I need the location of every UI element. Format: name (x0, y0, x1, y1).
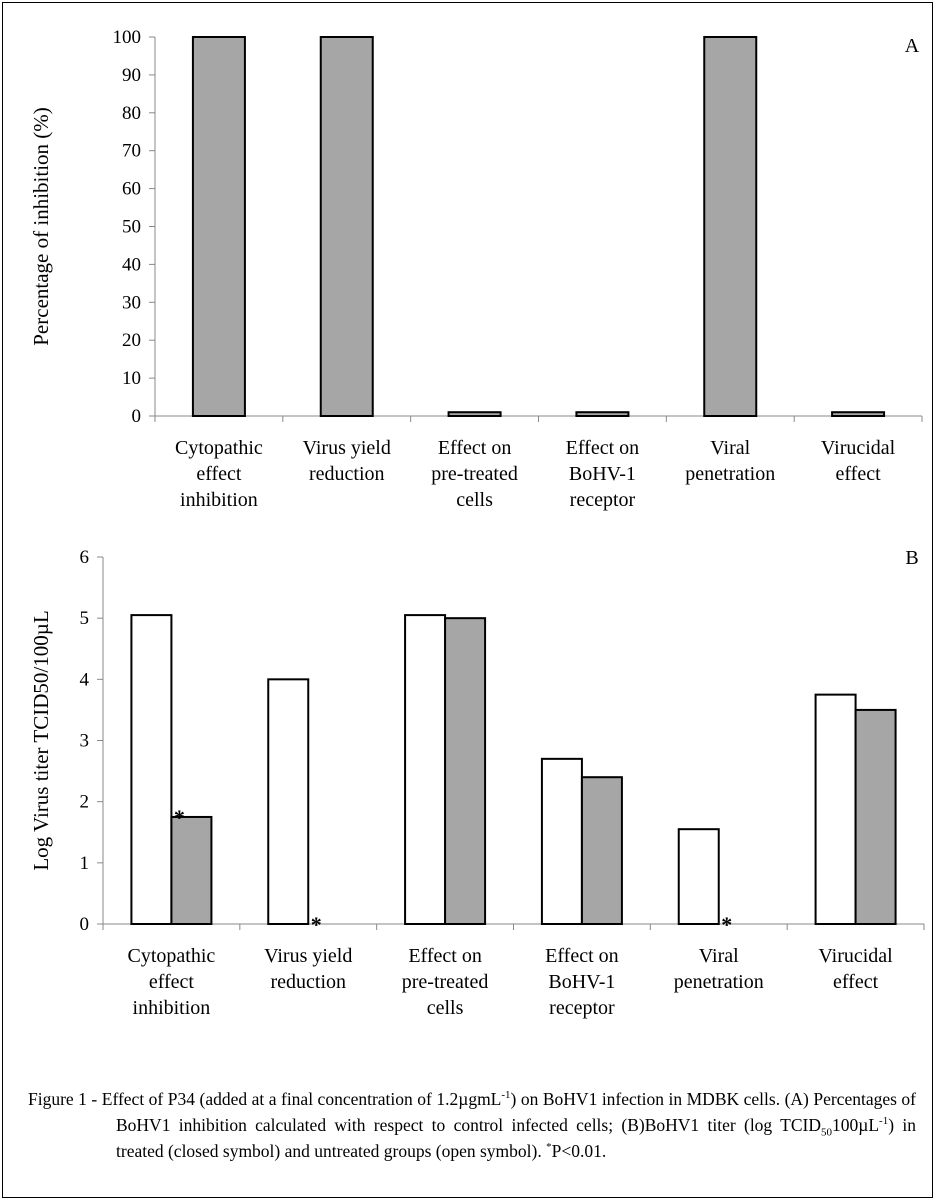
chart-b-category-label-line: Effect on (545, 945, 619, 967)
chart-a-y-tick-label: 70 (122, 141, 141, 162)
chart-a-bar (831, 411, 886, 417)
chart-a-bar (575, 411, 630, 417)
chart-a-category-label-line: Viral (710, 437, 750, 459)
chart-b-category-label-line: inhibition (133, 997, 211, 1019)
chart-b-category-label: Virus yield reduction (264, 945, 352, 993)
chart-a-category-label-line: penetration (685, 463, 775, 485)
chart-a-category-label-line: Effect on (438, 437, 512, 459)
chart-b-bar (444, 617, 487, 926)
chart-a-y-tick-label: 40 (122, 254, 141, 275)
chart-b-category-label: Viral penetration (674, 945, 764, 993)
chart-a: 0 10 20 30 40 50 60 70 80 90 100 Cytopathic effect in… (29, 27, 923, 511)
chart-a-category-label: Virucidal effect (821, 437, 896, 485)
chart-b-panel-letter: B (905, 547, 918, 569)
chart-b-category-label-line: effect (149, 971, 195, 993)
chart-b-bar (677, 828, 720, 926)
chart-a-bar (447, 411, 502, 417)
chart-a-category-label-line: BoHV-1 (569, 463, 636, 485)
chart-a-y-tick-label: 90 (122, 65, 141, 86)
chart-b-category-label-line: effect (833, 971, 879, 993)
chart-b-category-label-line: BoHV-1 (548, 971, 615, 993)
caption-mid-2: 100µL (832, 1115, 880, 1135)
chart-a-category-label-line: pre-treated (431, 463, 518, 485)
chart-a-bar (703, 36, 758, 417)
chart-b-category-label-line: cells (427, 997, 464, 1019)
chart-b-significance-marker: * (174, 805, 185, 830)
chart-a-bar (319, 36, 374, 417)
chart-b-bar (540, 757, 583, 925)
chart-a-category-label-line: effect (836, 463, 882, 485)
chart-b-category-label-line: reduction (270, 971, 346, 993)
chart-a-y-tick-label: 80 (122, 103, 141, 124)
chart-b-category-label: Cytopathic effect inhibition (128, 945, 216, 1019)
chart-a-category-label-line: effect (196, 463, 242, 485)
chart-b-bar (854, 708, 897, 925)
chart-a-y-tick-label: 100 (113, 27, 142, 48)
chart-b-y-tick-label: 4 (80, 669, 90, 690)
chart-b-bar (404, 614, 447, 925)
chart-b-significance-marker: * (721, 912, 732, 937)
chart-a-panel-letter: A (905, 35, 920, 57)
chart-b-category-label-line: Effect on (408, 945, 482, 967)
chart-a-category-label-line: Cytopathic (175, 437, 263, 459)
chart-a-category-label-line: inhibition (180, 489, 258, 511)
caption-mid-1: ) on BoHV1 infection in MDBK cells. (A) … (116, 1089, 916, 1135)
chart-b-y-tick-label: 2 (80, 792, 90, 813)
caption-sup-1: -1 (501, 1089, 511, 1102)
chart-b-category-label-line: Virucidal (818, 945, 893, 967)
chart-a-category-label-line: reduction (309, 463, 385, 485)
chart-b-significance-marker: * (311, 912, 322, 937)
chart-b-category-label-line: Virus yield (264, 945, 352, 967)
chart-b-category-label-line: Cytopathic (128, 945, 216, 967)
chart-a-y-tick-label: 50 (122, 217, 141, 238)
chart-a-category-label-line: receptor (570, 489, 636, 511)
caption-mid-3: ) in treated (closed symbol) and untreat… (116, 1115, 916, 1161)
caption-sup-3: * (546, 1141, 552, 1154)
chart-b-y-tick-label: 6 (80, 547, 90, 568)
chart-a-category-label-line: Virucidal (821, 437, 896, 459)
chart-b-category-label: Virucidal effect (818, 945, 893, 993)
chart-a-y-tick-label: 60 (122, 179, 141, 200)
chart-b: 0 1 2 3 4 5 6 * * * Cytopathic effect inhibition Viru… (29, 547, 925, 1019)
chart-b-bar (580, 776, 623, 925)
chart-b-y-tick-label: 3 (80, 731, 90, 752)
chart-a-category-label: Cytopathic effect inhibition (175, 437, 263, 511)
chart-b-category-label: Effect on BoHV-1 receptor (545, 945, 619, 1019)
chart-b-bar (130, 614, 173, 925)
chart-a-category-label: Effect on pre-treated cells (431, 437, 518, 511)
chart-a-y-tick-label: 10 (122, 368, 141, 389)
chart-b-category-label-line: pre-treated (402, 971, 489, 993)
caption-lead: Figure 1 - Effect of P34 (added at a fin… (28, 1089, 502, 1109)
chart-a-category-label-line: cells (456, 489, 493, 511)
chart-b-bar (170, 815, 213, 926)
chart-b-category-label-line: receptor (549, 997, 615, 1019)
chart-b-y-tick-label: 5 (80, 608, 90, 629)
chart-a-category-label-line: Virus yield (303, 437, 391, 459)
chart-b-y-tick-label: 1 (80, 853, 90, 874)
chart-b-category-label-line: Viral (699, 945, 739, 967)
chart-a-y-tick-label: 30 (122, 292, 141, 313)
chart-b-y-axis-label: Log Virus titer TCID50/100µL (29, 610, 53, 870)
chart-a-bar (191, 36, 246, 417)
chart-a-category-label: Effect on BoHV-1 receptor (566, 437, 640, 511)
chart-b-y-tick-label: 0 (80, 914, 90, 935)
chart-b-bar (814, 693, 857, 925)
chart-a-y-tick-label: 0 (132, 406, 142, 427)
figure-caption: Figure 1 - Effect of P34 (added at a fin… (28, 1086, 916, 1164)
caption-tail: P<0.01. (551, 1141, 607, 1161)
chart-b-bar (267, 678, 310, 925)
chart-b-category-label-line: penetration (674, 971, 764, 993)
chart-b-category-label: Effect on pre-treated cells (402, 945, 489, 1019)
chart-a-category-label-line: Effect on (566, 437, 640, 459)
caption-sub-1: 50 (821, 1126, 833, 1139)
chart-a-y-tick-label: 20 (122, 330, 141, 351)
chart-a-category-label: Virus yield reduction (303, 437, 391, 485)
chart-a-y-axis-label: Percentage of inhibition (%) (29, 107, 53, 346)
caption-sup-2: -1 (879, 1115, 889, 1128)
chart-a-category-label: Viral penetration (685, 437, 775, 485)
